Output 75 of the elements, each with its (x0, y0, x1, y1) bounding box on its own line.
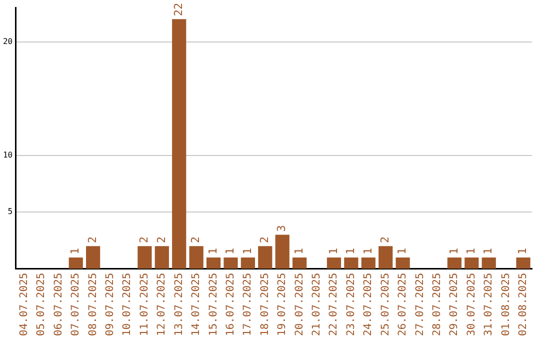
bar (68, 257, 83, 269)
data-label: 2 (154, 236, 168, 244)
x-tick-label: 30.07.2025 (465, 272, 478, 336)
x-tick-label: 27.07.2025 (414, 272, 426, 336)
bar (344, 257, 358, 269)
bar (206, 257, 221, 269)
x-tick-label: 13.07.2025 (172, 272, 185, 336)
y-tick-label: 5 (8, 207, 13, 216)
x-tick-label: 19.07.2025 (276, 272, 288, 336)
data-label: 1 (361, 248, 374, 254)
x-tick-label: 23.07.2025 (344, 272, 357, 336)
bar (361, 257, 376, 269)
x-tick-label: 11.07.2025 (138, 272, 150, 336)
x-tick-label: 15.07.2025 (207, 272, 220, 336)
x-tick-label: 14.07.2025 (190, 272, 202, 336)
x-tick-label: 06.07.2025 (52, 272, 64, 336)
x-tick-label: 22.07.2025 (328, 272, 340, 336)
bar (396, 257, 410, 269)
x-tick-label: 21.07.2025 (310, 272, 323, 336)
x-tick-label: 09.07.2025 (104, 272, 116, 336)
bar (292, 257, 307, 269)
x-tick-label: 05.07.2025 (35, 272, 48, 336)
data-label: 1 (206, 248, 220, 254)
x-tick-label: 01.08.2025 (500, 272, 512, 336)
x-tick-label: 18.07.2025 (258, 272, 271, 336)
data-label: 2 (258, 236, 272, 244)
data-label: 1 (240, 248, 254, 254)
x-tick-label: 10.07.2025 (121, 272, 134, 336)
bar (189, 246, 204, 269)
data-label: 1 (464, 248, 478, 254)
data-label: 3 (275, 225, 288, 232)
y-tick-label: 20 (2, 36, 13, 46)
bar (154, 246, 169, 269)
x-tick-label: 28.07.2025 (430, 272, 443, 336)
data-label: 2 (86, 236, 99, 244)
bar (172, 19, 186, 269)
data-label: 2 (378, 236, 392, 244)
bar (516, 257, 530, 269)
x-tick-label: 24.07.2025 (362, 272, 374, 336)
data-label: 2 (189, 236, 202, 244)
x-tick-label: 12.07.2025 (156, 272, 168, 336)
x-tick-label: 31.07.2025 (482, 272, 495, 336)
bar (258, 246, 272, 269)
bar (464, 257, 479, 269)
data-label: 1 (326, 248, 340, 254)
x-tick-label: 29.07.2025 (448, 272, 460, 336)
bar (482, 257, 496, 269)
data-label: 1 (344, 248, 358, 254)
bar (86, 246, 100, 269)
data-label: 1 (482, 248, 495, 254)
x-tick-label: 26.07.2025 (396, 272, 409, 336)
x-tick-label: 20.07.2025 (293, 272, 306, 336)
bar (275, 234, 290, 269)
x-tick-label: 04.07.2025 (18, 272, 30, 336)
x-tick-label: 07.07.2025 (70, 272, 82, 336)
data-label: 1 (68, 248, 82, 254)
data-label: 1 (292, 248, 306, 254)
bar (240, 257, 255, 269)
x-tick-label: 08.07.2025 (86, 272, 99, 336)
bar (326, 257, 342, 269)
data-label: 1 (396, 248, 409, 254)
y-tick-label: 10 (2, 150, 13, 160)
data-label: 22 (172, 2, 185, 16)
bar (224, 257, 238, 269)
bar (138, 246, 152, 269)
x-tick-label: 17.07.2025 (242, 272, 254, 336)
bar (378, 246, 393, 269)
data-label: 2 (138, 236, 151, 244)
bar (447, 257, 462, 269)
data-label: 1 (224, 248, 237, 254)
x-tick-label: 16.07.2025 (224, 272, 236, 336)
data-label: 1 (516, 248, 530, 254)
x-tick-label: 02.08.2025 (517, 272, 529, 336)
data-label: 1 (447, 248, 460, 254)
x-tick-label: 25.07.2025 (379, 272, 392, 336)
